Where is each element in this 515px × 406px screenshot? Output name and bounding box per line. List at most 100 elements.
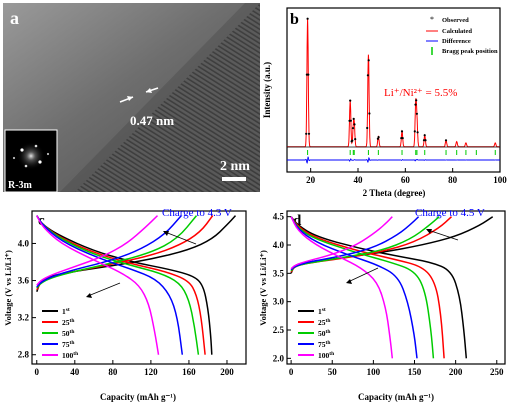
observed-point: [352, 117, 355, 120]
arrowhead-icon: [163, 231, 169, 236]
lattice-fringes: [75, 3, 260, 192]
y-tick-label: 4.0: [273, 240, 285, 250]
discharge-arrow: [347, 267, 379, 283]
charge-arrow: [164, 231, 197, 245]
observed-point: [413, 130, 416, 133]
x-tick-label: 80: [448, 175, 458, 185]
crystal-edge: [60, 3, 260, 192]
legend-label: 50th: [62, 329, 74, 338]
x-tick-label: 0: [35, 367, 40, 377]
panel-c-ticks: 0 40 80 120 160 200 2.8 3.2 3.6 4.0: [18, 238, 234, 377]
xrd-x-ticks: 20 40 60 80 100: [306, 168, 507, 185]
x-tick-label: 40: [70, 367, 80, 377]
observed-point: [376, 137, 379, 140]
x-tick-label: 0: [289, 367, 294, 377]
x-tick-label: 100: [493, 175, 507, 185]
panel-d-ylabel: Voltage (V vs Li/Li⁺): [258, 250, 268, 326]
panel-d-xlabel: Capacity (mAh g⁻¹): [358, 392, 434, 402]
observed-point: [306, 17, 309, 20]
y-tick-label: 3.5: [273, 268, 285, 278]
y-tick-label: 4.5: [273, 212, 285, 222]
xrd-plot-area: [287, 17, 500, 164]
fft-center-spot: [17, 142, 45, 170]
observed-point: [307, 73, 310, 76]
scale-bar: [222, 177, 246, 181]
charge-curve-75th: [290, 216, 420, 271]
d-spacing-label: 0.47 nm: [130, 113, 174, 128]
fft-spot: [38, 160, 42, 164]
fft-spot: [24, 164, 28, 168]
observed-point: [423, 134, 426, 137]
observed-point: [305, 132, 308, 135]
x-tick-label: 120: [144, 367, 158, 377]
legend-bragg: Bragg peak position: [442, 48, 498, 55]
panel-c: c Charge to 4.3 V 0 40 80 120 160 200 2.8 3.2 3.…: [3, 207, 247, 402]
y-tick-label: 4.0: [18, 238, 30, 248]
xrd-xlabel: 2 Theta (degree): [363, 188, 426, 198]
charge-curve-100th: [290, 216, 393, 270]
panel-c-frame: [31, 210, 247, 365]
fft-spot: [46, 152, 50, 156]
panel-d-curves: [290, 216, 494, 359]
legend-label: 100th: [62, 351, 78, 360]
arrowhead-icon: [127, 96, 133, 101]
y-tick-label: 2.0: [273, 353, 285, 363]
observed-point: [307, 132, 311, 135]
y-tick-label: 3.2: [18, 313, 30, 323]
x-tick-label: 200: [449, 367, 463, 377]
y-tick-label: 3.0: [273, 297, 285, 307]
panel-c-ylabel: Voltage (V vs Li/Li⁺): [3, 250, 13, 326]
xrd-ylabel: Intensity (a.u.): [262, 62, 272, 118]
observed-point: [366, 126, 369, 130]
legend-label: 75th: [318, 340, 330, 349]
discharge-arrow: [87, 282, 121, 297]
observed-point: [368, 112, 371, 115]
charge-curve-1st: [290, 216, 494, 274]
panel-c-label: c: [38, 213, 45, 229]
fft-spot: [12, 156, 16, 160]
panel-c-curves: [36, 215, 237, 355]
arrowhead-icon: [346, 279, 352, 284]
observed-point: [349, 99, 352, 102]
panel-d-title: Charge to 4.5 V: [415, 207, 485, 219]
arrowhead-icon: [86, 293, 92, 298]
legend-calculated: Calculated: [442, 28, 472, 35]
observed-point: [351, 127, 355, 130]
charge-curve-1st: [36, 215, 237, 292]
charge-arrow: [427, 229, 459, 241]
legend-label: 75th: [62, 340, 74, 349]
x-tick-label: 150: [408, 367, 422, 377]
observed-point: [415, 99, 418, 102]
observed-point: [366, 74, 369, 77]
x-tick-label: 50: [328, 367, 338, 377]
panel-d-label: d: [293, 213, 302, 229]
legend-observed: Observed: [442, 17, 469, 24]
observed-point: [414, 103, 417, 106]
panel-d-legend: 1st 25th 50th 75th 100th: [298, 307, 334, 360]
x-tick-label: 40: [354, 175, 364, 185]
y-tick-label: 3.6: [18, 276, 30, 286]
panel-c-xlabel: Capacity (mAh g⁻¹): [100, 392, 176, 402]
observed-point: [354, 138, 357, 141]
observed-point: [367, 59, 370, 62]
discharge-curve-75th: [36, 215, 184, 355]
charge-curve-100th: [36, 215, 159, 286]
observed-point: [400, 130, 404, 133]
y-tick-label: 2.8: [18, 350, 30, 360]
cation-mixing-annotation: Li⁺/Ni²⁺ = 5.5%: [384, 87, 457, 99]
panel-c-title: Charge to 4.3 V: [162, 207, 232, 219]
legend-label: 1st: [318, 307, 326, 316]
charge-curve-50th: [290, 216, 440, 272]
x-tick-label: 80: [108, 367, 118, 377]
observed-point: [351, 139, 354, 142]
panel-d: d Charge to 4.5 V 0 50 100 150 200 250 2.0 2.5 3…: [258, 207, 506, 402]
legend-label: 25th: [318, 318, 330, 327]
discharge-curve-75th: [290, 216, 418, 359]
fft-spot: [20, 148, 24, 152]
charge-curve-75th: [36, 215, 182, 288]
fft-spot: [34, 144, 38, 148]
y-tick-label: 2.5: [273, 325, 285, 335]
panel-d-frame: [286, 210, 506, 365]
panel-d-ticks: 0 50 100 150 200 250 2.0 2.5 3.0 3.5 4.0 4.5: [273, 212, 504, 377]
